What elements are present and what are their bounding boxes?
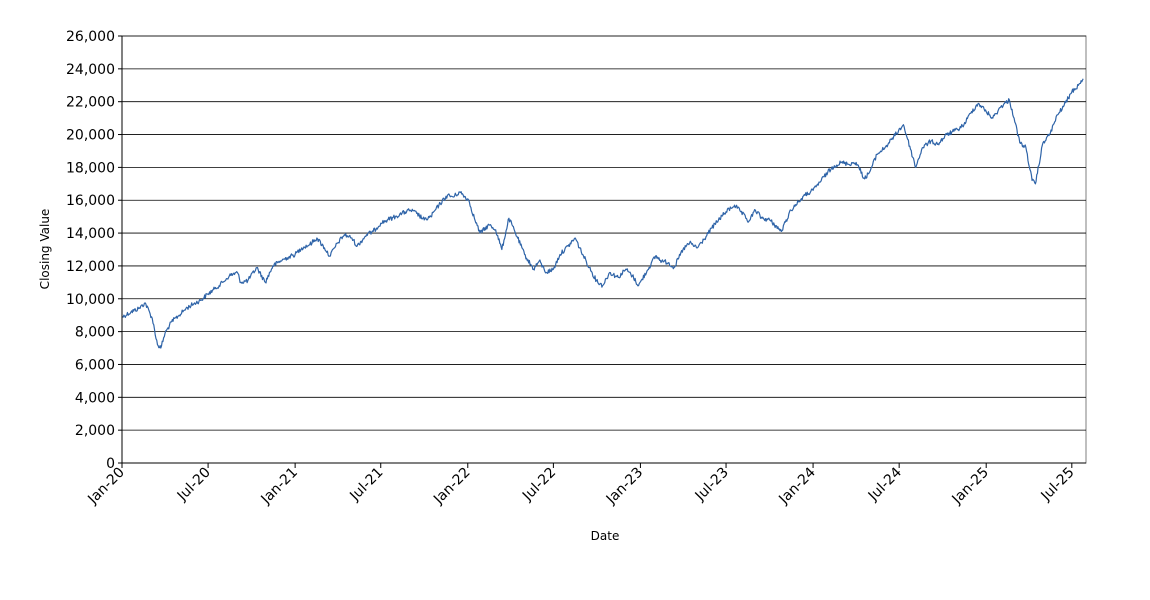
- x-tick-label: Jul-23: [692, 465, 732, 505]
- y-tick-label: 10,000: [66, 292, 115, 308]
- x-tick-label: Jan-24: [775, 464, 819, 508]
- y-axis-label: Closing Value: [38, 209, 52, 290]
- y-tick-label: 0: [106, 456, 115, 472]
- x-axis-ticks: Jan-20 Jul-20 Jan-21 Jul-21 Jan-22 Jul-22 Jan-…: [84, 463, 1078, 508]
- y-tick-label: 18,000: [66, 160, 115, 176]
- x-tick-label: Jan-25: [949, 465, 992, 508]
- series-line: [122, 78, 1084, 349]
- y-tick-label: 8,000: [75, 325, 115, 341]
- x-tick-label: Jul-20: [174, 465, 214, 505]
- gridlines: [122, 35, 1086, 431]
- y-tick-label: 4,000: [75, 390, 115, 406]
- x-tick-label: Jul-24: [865, 464, 905, 504]
- y-tick-label: 20,000: [66, 128, 115, 144]
- y-tick-label: 6,000: [75, 357, 115, 373]
- x-tick-label: Jul-22: [519, 465, 559, 505]
- y-tick-label: 14,000: [66, 226, 115, 242]
- series-layer: [122, 78, 1084, 349]
- y-tick-label: 26,000: [66, 29, 115, 45]
- x-tick-label: Jan-22: [430, 465, 473, 508]
- y-axis-ticks: 0 2,000 4,000 6,000 8,000 10,000 12,000 14,000 1…: [66, 29, 122, 472]
- x-tick-label: Jan-21: [257, 465, 300, 508]
- y-tick-label: 16,000: [66, 193, 115, 209]
- y-tick-label: 24,000: [66, 62, 115, 78]
- plot-area: [121, 35, 1087, 464]
- x-tick-label: Jan-23: [603, 465, 646, 508]
- y-tick-label: 2,000: [75, 423, 115, 439]
- y-tick-label: 12,000: [66, 259, 115, 275]
- x-tick-label: Jul-25: [1037, 465, 1077, 505]
- x-axis-label: Date: [591, 529, 620, 543]
- y-tick-label: 22,000: [66, 95, 115, 111]
- x-tick-label: Jul-21: [346, 465, 386, 505]
